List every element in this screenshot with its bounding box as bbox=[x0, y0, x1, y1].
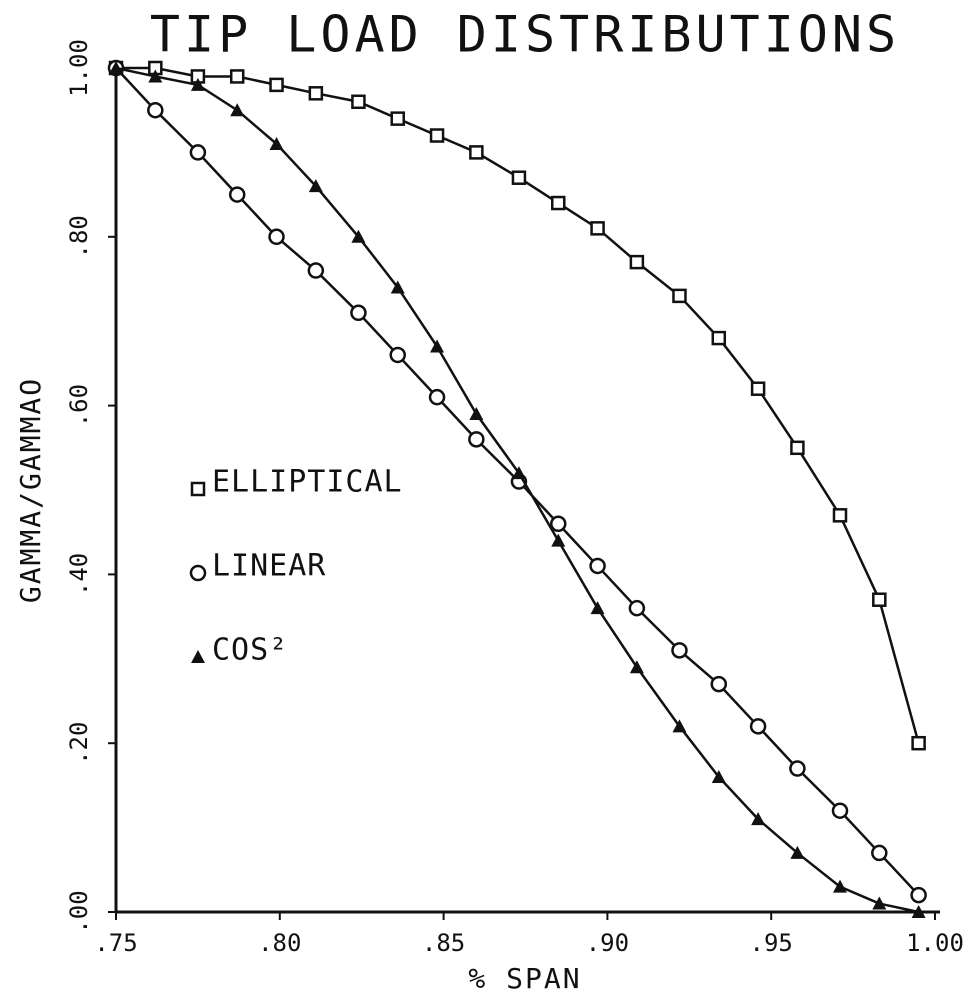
marker-square bbox=[390, 111, 405, 126]
marker-triangle bbox=[751, 812, 766, 826]
x-tick-label: .75 bbox=[94, 929, 137, 957]
marker-triangle bbox=[269, 136, 284, 150]
chart-title: TIP LOAD DISTRIBUTIONS bbox=[150, 6, 900, 64]
x-tick-label: 1.00 bbox=[906, 929, 964, 957]
marker-triangle bbox=[191, 650, 205, 663]
marker-square bbox=[750, 381, 766, 396]
legend-label: COS² bbox=[212, 633, 288, 668]
marker-circle bbox=[189, 144, 207, 161]
marker-triangle bbox=[551, 533, 566, 547]
marker-circle bbox=[749, 718, 767, 735]
marker-triangle bbox=[469, 407, 484, 421]
marker-triangle bbox=[629, 660, 644, 674]
x-tick-label: .80 bbox=[258, 929, 301, 957]
marker-triangle bbox=[190, 77, 205, 91]
marker-circle bbox=[831, 802, 849, 819]
marker-circle bbox=[147, 101, 164, 119]
marker-circle bbox=[389, 346, 406, 364]
marker-circle bbox=[468, 431, 485, 448]
marker-circle bbox=[871, 844, 888, 862]
x-tick-label: .90 bbox=[586, 929, 629, 957]
marker-triangle bbox=[511, 466, 526, 480]
y-tick-label: 1.00 bbox=[65, 39, 93, 97]
marker-triangle bbox=[790, 845, 805, 859]
x-axis-label: % SPAN bbox=[468, 962, 581, 995]
marker-square bbox=[469, 145, 484, 160]
marker-circle bbox=[307, 262, 325, 279]
marker-square bbox=[832, 508, 848, 523]
marker-square bbox=[308, 86, 324, 101]
marker-circle bbox=[228, 186, 246, 203]
y-tick-label: .80 bbox=[65, 215, 93, 258]
marker-square bbox=[672, 288, 687, 304]
marker-square bbox=[511, 170, 527, 185]
marker-square bbox=[872, 592, 887, 607]
marker-circle bbox=[671, 642, 688, 659]
marker-square bbox=[269, 77, 284, 93]
legend-label: ELLIPTICAL bbox=[212, 465, 403, 500]
marker-square bbox=[551, 195, 566, 211]
marker-circle bbox=[268, 228, 285, 246]
marker-triangle bbox=[711, 769, 726, 783]
marker-triangle bbox=[109, 61, 123, 74]
marker-triangle bbox=[351, 229, 366, 243]
marker-square bbox=[351, 94, 366, 110]
marker-circle bbox=[628, 599, 646, 617]
marker-triangle bbox=[872, 896, 887, 910]
y-tick-label: .00 bbox=[65, 890, 93, 933]
y-tick-label: .60 bbox=[65, 384, 93, 427]
marker-triangle bbox=[911, 905, 926, 918]
y-axis-label: GAMMA/GAMMAO bbox=[14, 377, 47, 603]
marker-square bbox=[190, 481, 206, 497]
marker-triangle bbox=[832, 879, 847, 893]
x-tick-label: .85 bbox=[422, 929, 465, 957]
x-tick-label: .95 bbox=[750, 929, 793, 957]
marker-square bbox=[629, 254, 645, 270]
marker-circle bbox=[428, 388, 446, 406]
marker-square bbox=[590, 221, 605, 236]
marker-square bbox=[911, 735, 926, 751]
y-tick-label: .20 bbox=[65, 722, 93, 765]
marker-circle bbox=[910, 886, 927, 904]
marker-triangle bbox=[390, 280, 405, 294]
marker-triangle bbox=[230, 103, 245, 117]
marker-triangle bbox=[590, 601, 605, 615]
marker-triangle bbox=[308, 179, 323, 193]
y-tick-label: .40 bbox=[65, 553, 93, 596]
marker-circle bbox=[550, 515, 567, 533]
marker-triangle bbox=[430, 339, 445, 353]
marker-square bbox=[711, 330, 727, 346]
marker-square bbox=[229, 69, 245, 84]
marker-triangle bbox=[148, 69, 163, 83]
marker-circle bbox=[350, 304, 367, 322]
marker-circle bbox=[789, 760, 806, 777]
marker-circle bbox=[710, 675, 728, 693]
marker-triangle bbox=[672, 719, 687, 733]
legend-label: LINEAR bbox=[212, 549, 326, 584]
marker-square bbox=[790, 440, 805, 456]
marker-circle bbox=[189, 564, 207, 582]
marker-square bbox=[429, 128, 445, 143]
marker-circle bbox=[589, 557, 606, 575]
